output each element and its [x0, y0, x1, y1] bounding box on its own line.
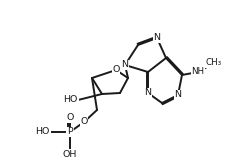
Text: O: O	[80, 117, 87, 127]
Text: P: P	[67, 128, 73, 136]
Text: HO: HO	[35, 128, 50, 136]
Text: CH₃: CH₃	[205, 59, 221, 67]
Text: N: N	[144, 88, 151, 98]
Text: O: O	[66, 114, 73, 122]
Text: NH: NH	[191, 67, 204, 77]
Text: OH: OH	[63, 150, 77, 159]
Text: HO: HO	[63, 96, 78, 104]
Text: N: N	[153, 33, 160, 43]
Text: N: N	[174, 90, 181, 99]
Text: O: O	[112, 66, 119, 75]
Text: N: N	[121, 61, 128, 69]
